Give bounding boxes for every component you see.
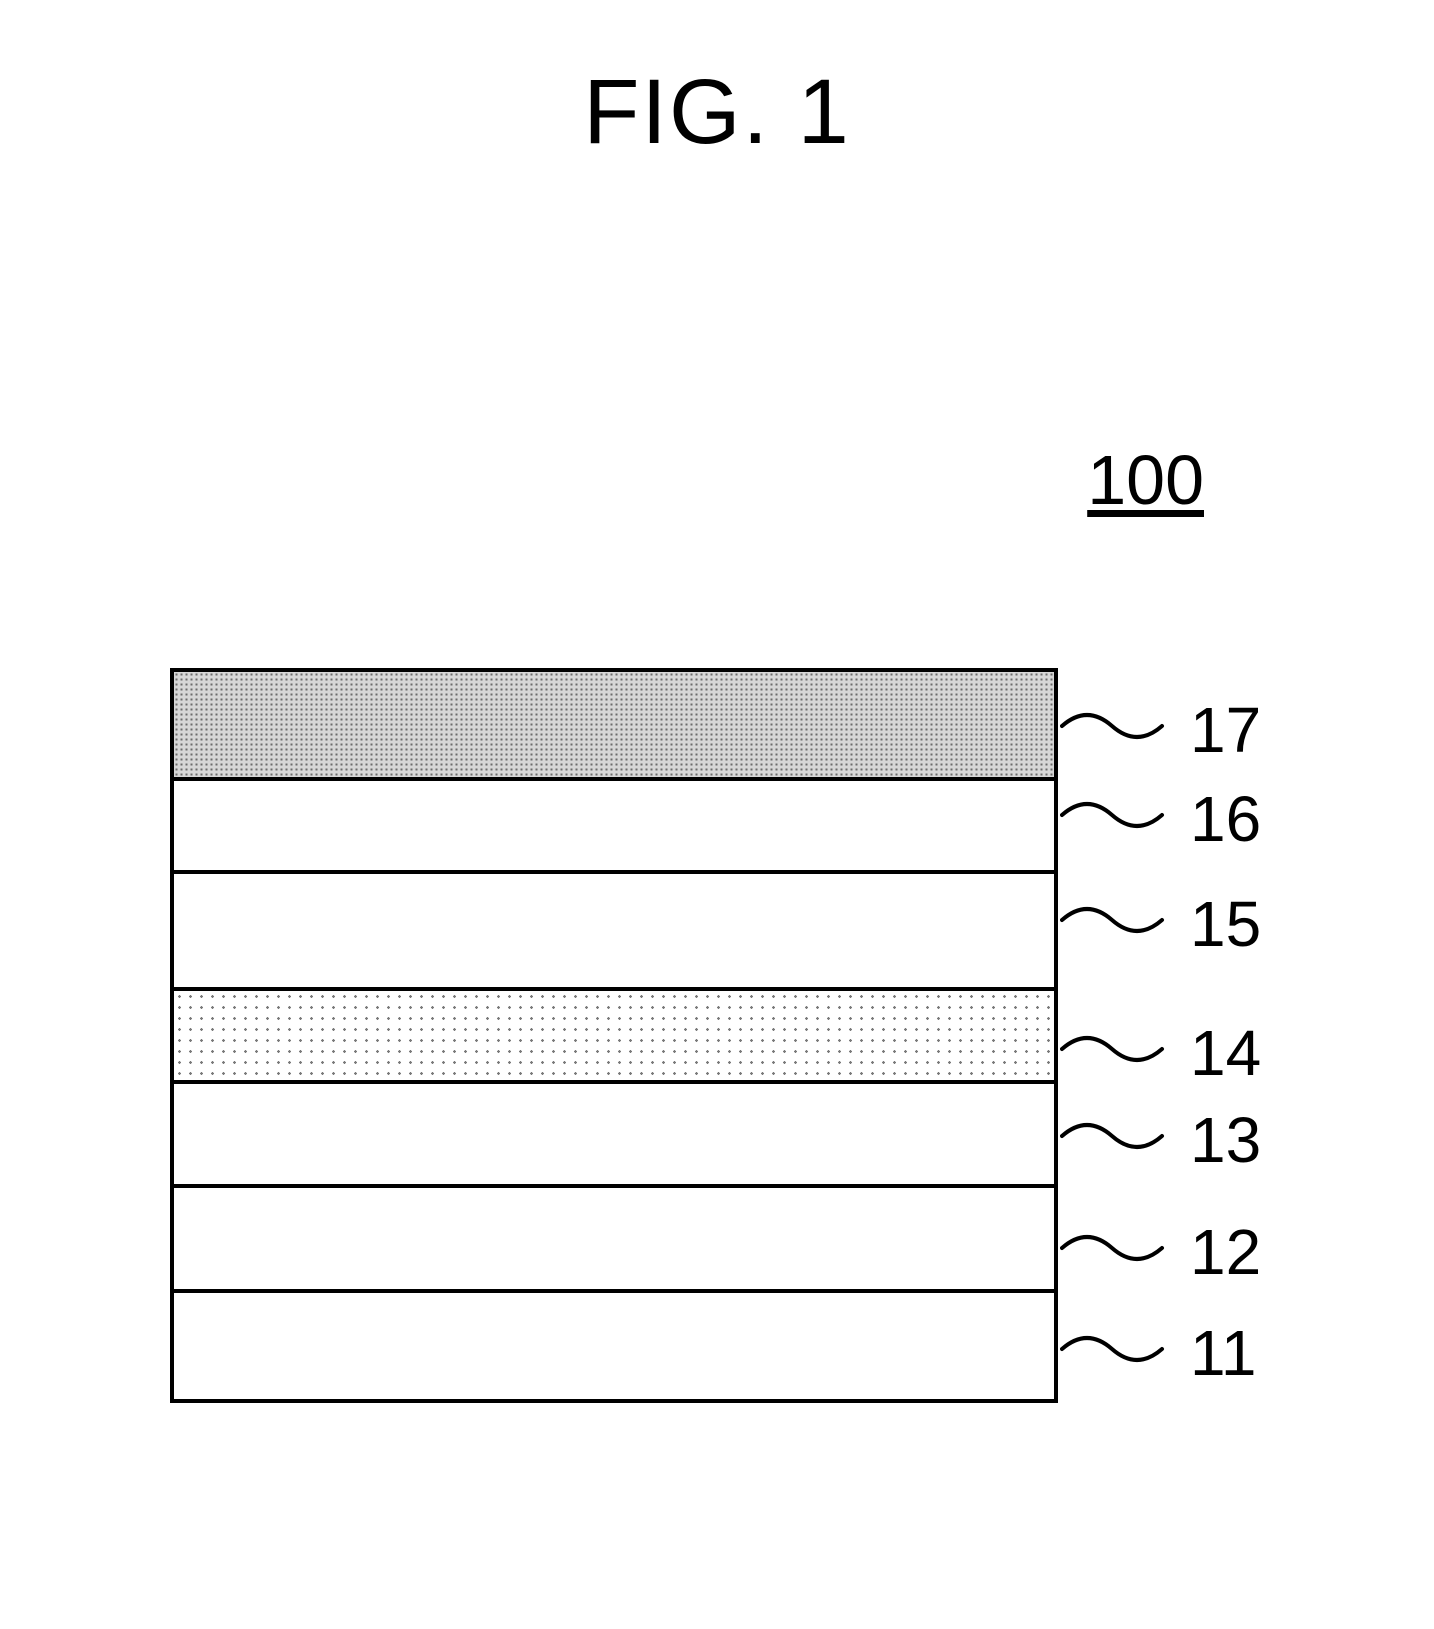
callout-13	[1060, 1106, 1168, 1166]
layer-12	[174, 1188, 1054, 1293]
callout-14	[1060, 1019, 1168, 1079]
leader-line-12	[1060, 1218, 1168, 1278]
layer-11	[174, 1293, 1054, 1403]
layer-label-13: 13	[1190, 1108, 1261, 1172]
layer-14	[174, 991, 1054, 1084]
layer-label-15: 15	[1190, 892, 1261, 956]
leader-line-14	[1060, 1019, 1168, 1079]
layer-17	[174, 672, 1054, 781]
layer-stack	[170, 668, 1058, 1403]
leader-line-16	[1060, 785, 1168, 845]
page: FIG. 1 100 17 16 15 14 13 12 11	[0, 0, 1434, 1629]
layer-16	[174, 781, 1054, 874]
leader-line-17	[1060, 696, 1168, 756]
layer-label-17: 17	[1190, 698, 1261, 762]
layer-label-11: 11	[1190, 1321, 1256, 1385]
callout-17	[1060, 696, 1168, 756]
callout-16	[1060, 785, 1168, 845]
callout-15	[1060, 890, 1168, 950]
leader-line-13	[1060, 1106, 1168, 1166]
assembly-reference-label: 100	[1087, 440, 1204, 520]
layer-15	[174, 874, 1054, 991]
leader-line-11	[1060, 1319, 1168, 1379]
callout-12	[1060, 1218, 1168, 1278]
callout-11	[1060, 1319, 1168, 1379]
layer-label-12: 12	[1190, 1220, 1261, 1284]
leader-line-15	[1060, 890, 1168, 950]
layer-label-16: 16	[1190, 787, 1261, 851]
layer-label-14: 14	[1190, 1021, 1261, 1085]
layer-13	[174, 1084, 1054, 1188]
figure-title: FIG. 1	[0, 60, 1434, 165]
